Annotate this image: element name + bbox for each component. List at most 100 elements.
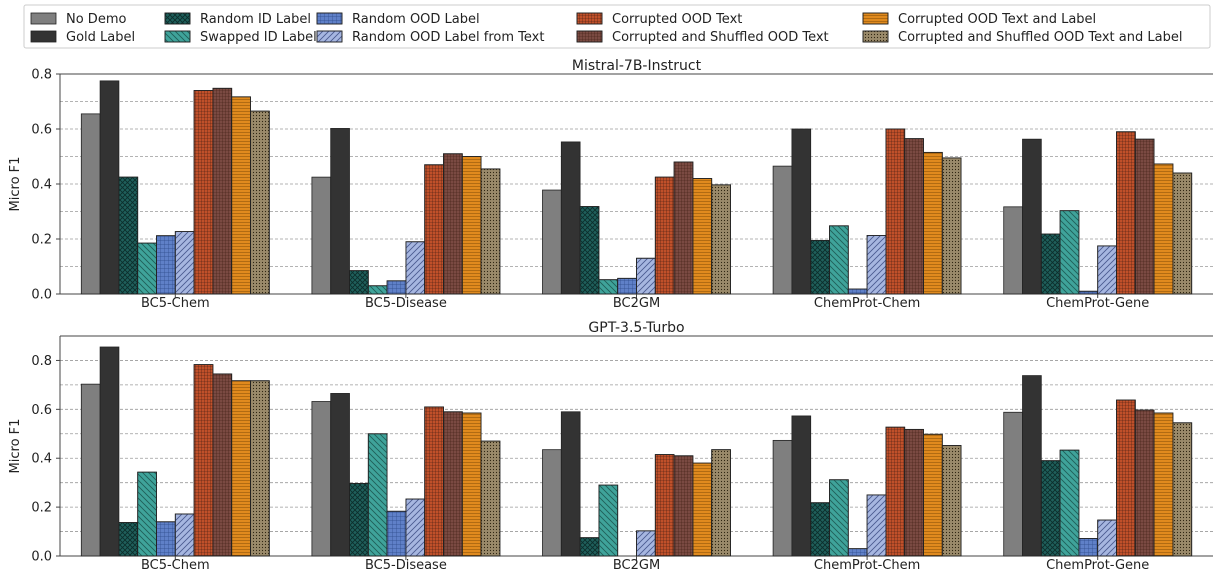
y-tick-label: 0.2 xyxy=(31,501,52,516)
bar-hatch xyxy=(692,462,713,557)
bar xyxy=(1003,206,1023,295)
bar-hatch xyxy=(461,156,482,295)
y-tick-label: 0.0 xyxy=(31,550,52,565)
bar-hatch xyxy=(1172,172,1193,295)
bar xyxy=(560,411,581,557)
bar-hatch xyxy=(866,494,887,557)
bar-hatch xyxy=(461,412,482,557)
bar-hatch xyxy=(829,479,849,557)
legend-label: Swapped ID Label xyxy=(200,30,317,45)
legend-swatch xyxy=(30,30,57,43)
bar-hatch xyxy=(137,242,157,295)
bar xyxy=(772,165,793,295)
x-tick-label: BC5-Chem xyxy=(141,558,210,570)
bar-hatch xyxy=(349,482,369,557)
bar-hatch xyxy=(847,548,868,557)
legend-item: Corrupted and Shuffled OOD Text xyxy=(576,30,829,45)
bar xyxy=(1022,375,1042,557)
bar-hatch xyxy=(250,110,270,295)
bar-hatch xyxy=(174,231,195,295)
x-tick-label: BC5-Chem xyxy=(141,296,210,311)
legend-swatch-pattern xyxy=(316,12,343,25)
bar-hatch xyxy=(386,280,407,295)
x-tick-label: ChemProt-Chem xyxy=(814,296,920,311)
bar-hatch xyxy=(598,484,619,557)
bar-hatch xyxy=(904,138,924,295)
bar-hatch xyxy=(1134,409,1155,557)
x-tick-label: BC5-Disease xyxy=(365,558,447,570)
panel-title: Mistral-7B-Instruct xyxy=(572,58,702,74)
bar-hatch xyxy=(847,288,868,295)
bar-hatch xyxy=(654,176,675,295)
legend-item: Random OOD Label xyxy=(316,12,480,27)
legend-label: Random ID Label xyxy=(200,12,311,27)
legend-item: Random ID Label xyxy=(164,12,311,27)
legend-swatch-pattern xyxy=(862,30,889,43)
legend-swatch xyxy=(30,12,57,25)
bar-hatch xyxy=(673,161,694,295)
bar-hatch xyxy=(193,90,214,295)
panel-title: GPT-3.5-Turbo xyxy=(588,320,684,336)
bar xyxy=(560,141,581,295)
bar-hatch xyxy=(212,87,233,295)
bar-hatch xyxy=(579,537,600,557)
bar-hatch xyxy=(424,164,444,295)
bar-hatch xyxy=(1116,131,1136,295)
bar-hatch xyxy=(349,270,369,295)
legend-item: Corrupted OOD Text xyxy=(576,12,742,27)
y-tick-label: 0.8 xyxy=(31,354,52,369)
y-tick-label: 0.6 xyxy=(31,123,52,138)
legend-item: Corrupted OOD Text and Label xyxy=(862,12,1096,27)
x-tick-label: ChemProt-Chem xyxy=(814,558,920,570)
bar-hatch xyxy=(1097,245,1117,295)
bar xyxy=(542,189,562,295)
bar xyxy=(311,401,332,557)
legend-item: Gold Label xyxy=(30,30,135,45)
y-tick-label: 0.0 xyxy=(31,288,52,303)
legend-item: Random OOD Label from Text xyxy=(316,30,544,45)
bar-hatch xyxy=(193,364,214,557)
bar-hatch xyxy=(386,510,407,557)
bar-hatch xyxy=(941,445,962,557)
bar-hatch xyxy=(923,151,943,295)
legend-swatch-pattern xyxy=(164,30,191,43)
bar-hatch xyxy=(904,428,924,557)
bar-hatch xyxy=(367,433,388,557)
bar-hatch xyxy=(654,454,675,557)
bar-hatch xyxy=(480,440,501,557)
bar-hatch xyxy=(1040,233,1061,295)
bar xyxy=(330,393,350,557)
bar-hatch xyxy=(923,433,943,557)
bar-hatch xyxy=(156,521,176,557)
legend-item: Swapped ID Label xyxy=(164,30,317,45)
legend-label: No Demo xyxy=(66,12,126,27)
x-tick-label: BC2GM xyxy=(613,558,660,570)
y-tick-label: 0.8 xyxy=(31,68,52,83)
y-tick-label: 0.4 xyxy=(31,178,52,193)
y-tick-label: 0.6 xyxy=(31,403,52,418)
legend-label: Random OOD Label from Text xyxy=(352,30,544,45)
bar xyxy=(1003,411,1023,557)
bar-hatch xyxy=(692,178,713,295)
bar-hatch xyxy=(443,411,463,557)
bar-hatch xyxy=(1078,538,1099,557)
bar-hatch xyxy=(367,285,388,295)
x-tick-label: ChemProt-Gene xyxy=(1046,558,1149,570)
bar-hatch xyxy=(810,502,830,557)
y-axis-label: Micro F1 xyxy=(8,157,23,212)
bar xyxy=(772,439,793,557)
bar-hatch xyxy=(1172,422,1193,557)
bar-hatch xyxy=(1116,399,1136,557)
bar-hatch xyxy=(1059,449,1080,557)
bar-hatch xyxy=(405,241,426,295)
bar-hatch xyxy=(137,471,157,557)
bar-hatch xyxy=(480,168,501,295)
x-tick-label: ChemProt-Gene xyxy=(1046,296,1149,311)
bar-hatch xyxy=(1059,210,1080,295)
bar-hatch xyxy=(443,153,463,295)
bar-hatch xyxy=(1153,163,1174,295)
legend-label: Corrupted and Shuffled OOD Text and Labe… xyxy=(898,30,1182,45)
bar-hatch xyxy=(810,239,830,295)
bar-hatch xyxy=(885,426,906,557)
y-axis-label: Micro F1 xyxy=(8,419,23,474)
